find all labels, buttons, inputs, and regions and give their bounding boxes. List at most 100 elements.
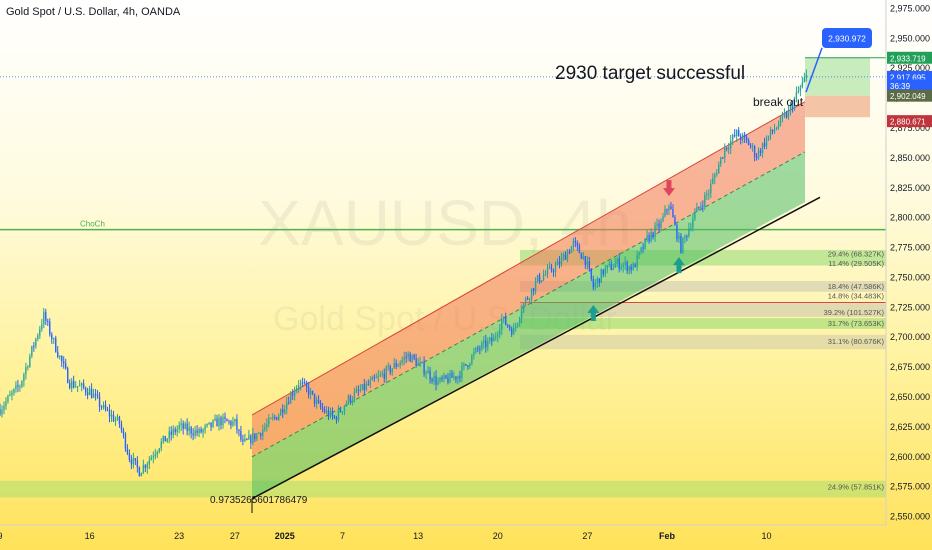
x-tick-label: 9 (0, 531, 3, 541)
candle-body (608, 263, 610, 266)
candle-body (319, 402, 322, 408)
candle-body (276, 417, 278, 420)
candle-body (771, 129, 774, 132)
candle-body (457, 376, 459, 380)
candle-body (33, 345, 35, 347)
price-tag-text-1: 2,917.695 (890, 73, 926, 82)
price-tag-text-3: 2,902.049 (890, 92, 926, 101)
candle-body (765, 138, 768, 147)
candle-body (162, 435, 164, 442)
candle-body (387, 366, 389, 368)
candle-body (351, 399, 354, 403)
candle-body (383, 373, 385, 379)
candle-body (343, 406, 346, 412)
candle-body (164, 435, 166, 442)
candle-body (63, 361, 65, 364)
candle-body (35, 338, 37, 347)
candle-body (307, 387, 310, 395)
candle-body (437, 381, 439, 385)
volume-zone-1 (520, 281, 886, 292)
candle-body (262, 429, 264, 436)
candle-body (686, 236, 688, 238)
candle-body (698, 206, 700, 208)
candle-body (7, 396, 9, 402)
x-tick-label: 7 (340, 531, 345, 541)
candle-body (355, 389, 358, 393)
candle-body (345, 403, 348, 407)
candle-body (47, 320, 49, 322)
candle-body (218, 417, 220, 427)
target-annotation: 2930 target successful (555, 63, 745, 84)
candle-body (475, 347, 477, 353)
candle-body (676, 224, 678, 240)
candle-body (779, 116, 782, 126)
candle-body (576, 242, 579, 246)
candle-body (558, 261, 561, 265)
candle-body (59, 356, 61, 358)
candle-body (614, 263, 616, 268)
y-tick-label: 2,850.000 (890, 153, 930, 163)
candle-body (297, 385, 300, 388)
candle-body (461, 366, 463, 379)
channel-upper-line (251, 101, 806, 416)
candle-body (678, 235, 680, 240)
candle-body (395, 363, 397, 367)
candle-body (367, 384, 370, 386)
candle-body (570, 246, 573, 254)
candle-body (692, 219, 694, 228)
candle-body (425, 373, 427, 375)
candle-body (236, 418, 238, 430)
candle-body (552, 271, 555, 273)
candle-body (797, 90, 800, 93)
candle-body (339, 409, 342, 413)
x-tick-label: 27 (230, 531, 240, 541)
candle-body (305, 382, 308, 388)
candle-body (43, 311, 45, 325)
candle-body (9, 394, 11, 397)
candle-body (286, 402, 288, 410)
candle-body (385, 367, 387, 379)
candle-body (136, 460, 139, 468)
candle-body (789, 105, 792, 110)
peak-callout-box (822, 28, 872, 48)
candle-body (311, 390, 314, 394)
candle-body (652, 232, 654, 237)
candle-body (337, 409, 340, 420)
zone-label-4: 39.2% (101.527K) (824, 308, 885, 317)
candle-body (154, 454, 156, 457)
candle-body (544, 273, 547, 276)
candle-body (403, 356, 405, 360)
candle-body (122, 429, 125, 434)
candle-body (331, 410, 334, 416)
channel-upper-fill (252, 101, 805, 457)
candle-body (670, 206, 672, 210)
candle-body (78, 385, 81, 387)
candle-body (578, 245, 581, 254)
candle-body (512, 328, 515, 335)
candle-body (419, 361, 421, 363)
candle-body (335, 417, 338, 420)
candle-body (228, 421, 230, 423)
candle-body (783, 113, 786, 116)
candle-body (184, 423, 186, 429)
candle-body (793, 98, 796, 109)
candle-body (505, 316, 507, 325)
candle-body (284, 409, 286, 413)
candle-body (795, 92, 798, 99)
y-tick-label: 2,550.000 (890, 512, 930, 522)
candle-body (455, 376, 457, 380)
volume-zone-2 (520, 303, 886, 317)
candle-body (526, 298, 529, 300)
zone-label-2: 18.4% (47.586K) (828, 282, 885, 291)
candle-body (248, 435, 250, 440)
candle-body (369, 380, 372, 385)
candle-body (389, 366, 391, 373)
candle-body (1, 409, 3, 415)
candle-body (61, 356, 63, 362)
candle-body (315, 400, 318, 404)
candle-body (749, 145, 752, 147)
y-tick-label: 2,800.000 (890, 213, 930, 223)
candle-body (739, 136, 742, 141)
candle-body (212, 420, 214, 427)
